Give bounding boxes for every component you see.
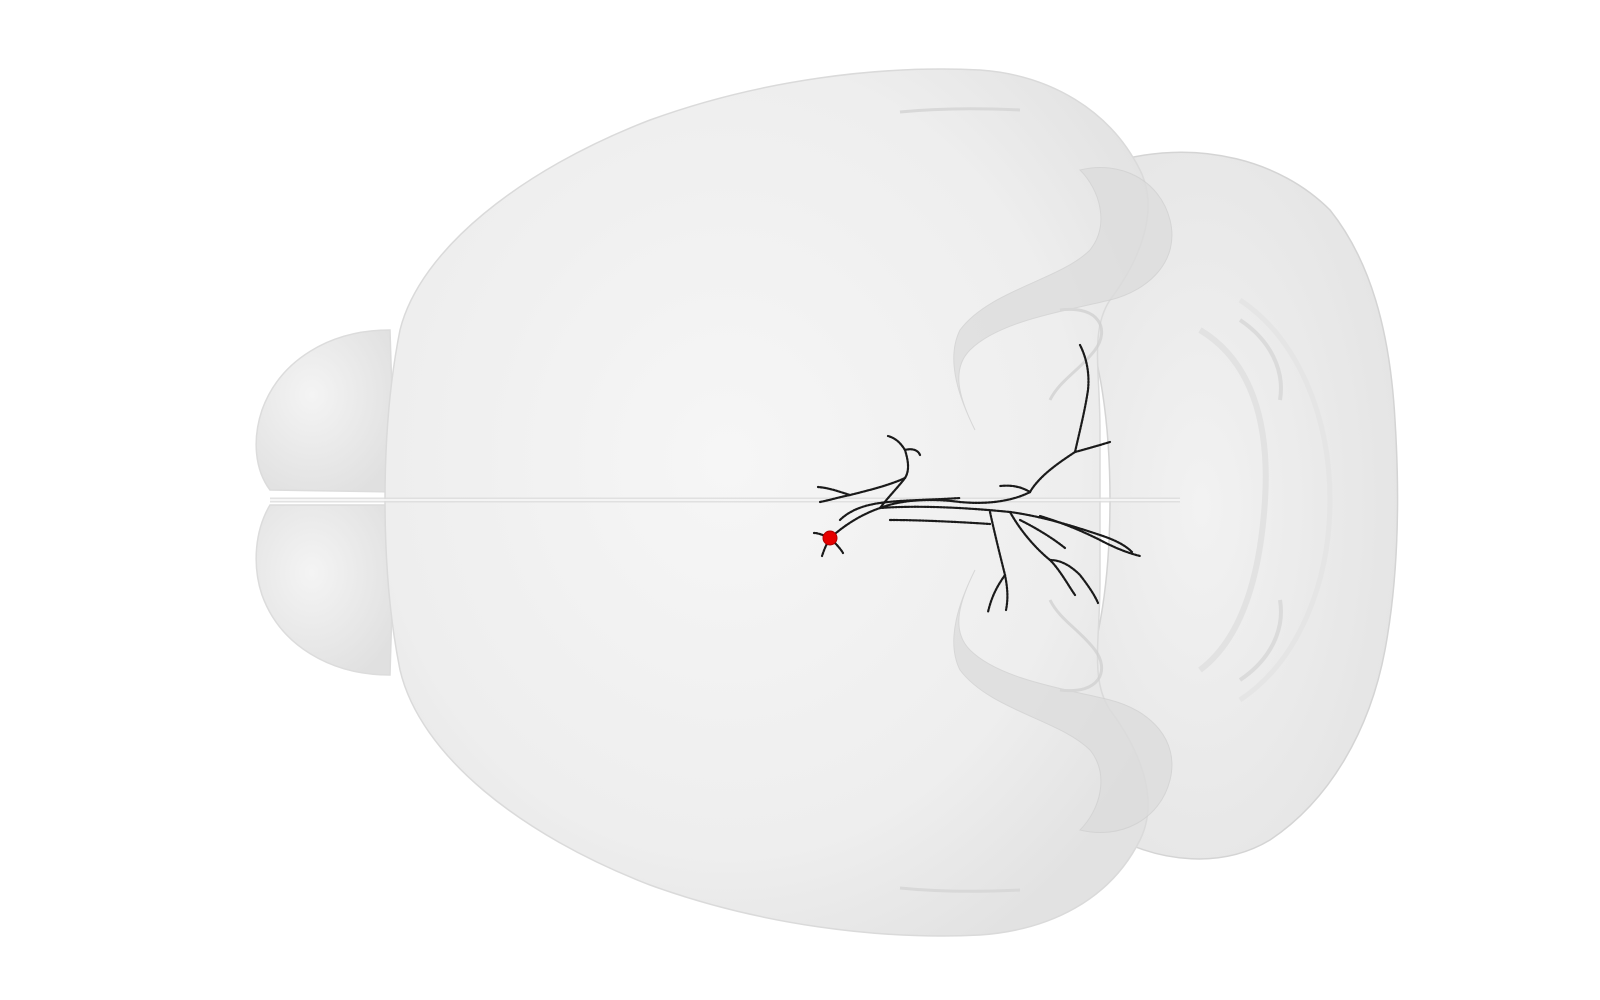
soma-icon[interactable] [822,530,838,546]
midbrain-icon [953,166,1173,431]
olfactory-bulb-right-icon [255,504,396,676]
cerebellum [1069,151,1399,860]
olfactory-bulb-left-icon [255,329,396,493]
neuron-reconstruction-icon[interactable] [812,343,1142,614]
midbrain [953,166,1283,834]
cerebrum [270,68,1180,937]
soma[interactable] [822,530,838,546]
olfactory-bulbs [255,329,396,676]
cerebellum-icon [1069,151,1399,860]
